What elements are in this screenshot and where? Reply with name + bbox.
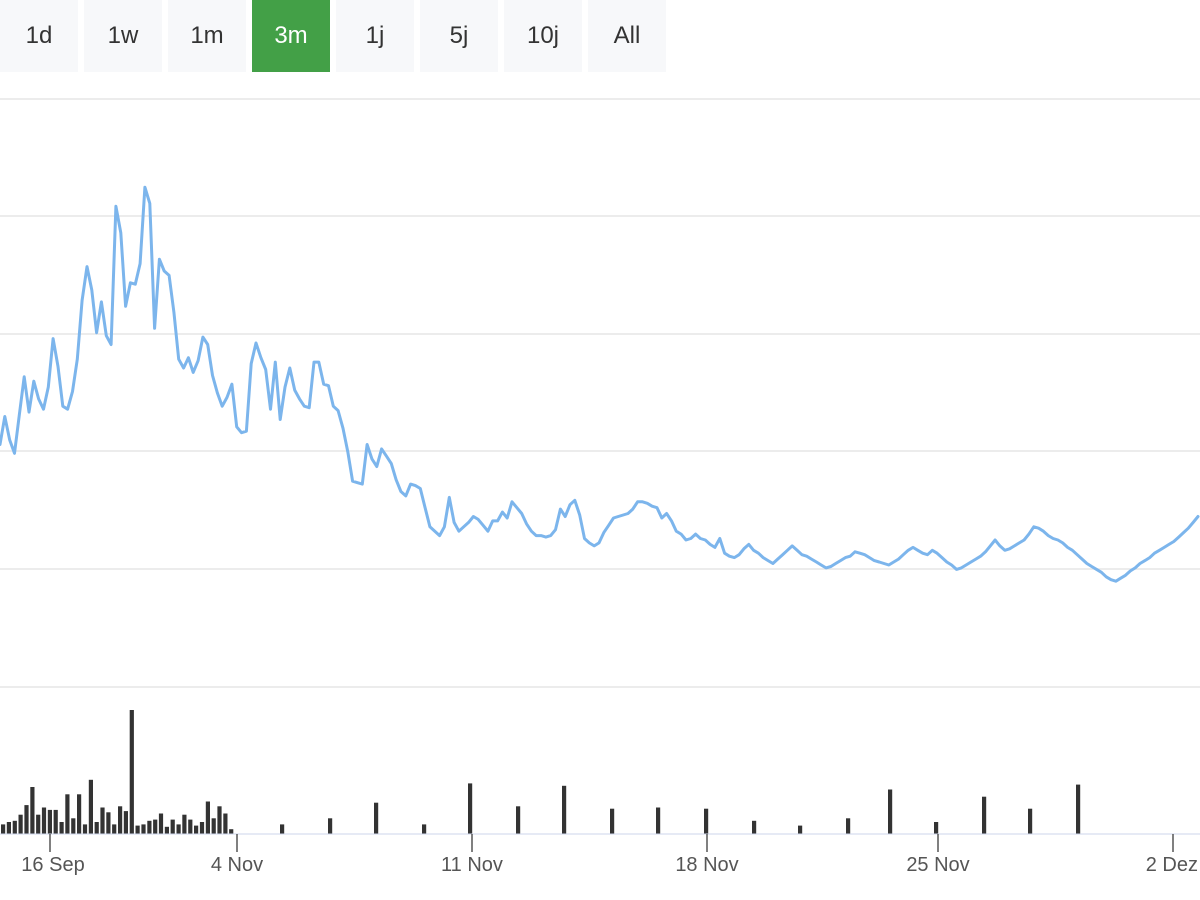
volume-bar	[328, 818, 333, 834]
volume-bar	[516, 806, 521, 834]
volume-bar	[24, 805, 29, 834]
volume-bar	[53, 809, 58, 834]
volume-bar	[182, 814, 187, 834]
volume-bar	[170, 819, 175, 834]
volume-bar	[846, 818, 851, 834]
volume-bar	[112, 824, 117, 834]
volume-bar	[205, 801, 210, 834]
range-selector: 1d 1w 1m 3m 1j 5j 10j All	[0, 0, 672, 72]
volume-bar	[82, 824, 88, 834]
volume-bar	[1076, 784, 1081, 834]
volume-bar	[934, 822, 939, 834]
volume-bar	[982, 796, 987, 834]
volume-bar	[123, 811, 128, 834]
volume-bar	[100, 807, 105, 834]
x-tick-label-16-sep: 16 Sep	[21, 854, 84, 876]
x-axis: 16 Sep 4 Nov 11 Nov 18 Nov 25 Nov 2 Dez	[0, 833, 1200, 876]
volume-bar	[77, 794, 82, 834]
volume-bar	[6, 822, 11, 834]
volume-bar	[135, 825, 140, 834]
volume-bar	[106, 812, 111, 834]
volume-bar	[194, 825, 199, 834]
chart-grid	[0, 98, 1200, 688]
volume-bar	[88, 779, 93, 834]
volume-bar	[211, 818, 216, 834]
volume-bar	[176, 824, 181, 834]
x-tick-label-11-nov: 11 Nov	[441, 854, 503, 876]
volume-bar	[164, 826, 169, 834]
volume-bar	[422, 824, 427, 834]
volume-bar	[188, 819, 193, 834]
volume-bar	[798, 825, 803, 834]
volume-bar	[656, 807, 661, 834]
volume-bar	[118, 806, 123, 834]
volume-bar	[562, 785, 567, 834]
volume-bar	[229, 829, 234, 834]
range-button-1w[interactable]: 1w	[84, 0, 162, 72]
volume-bar	[30, 787, 35, 834]
volume-bar	[41, 807, 47, 834]
volume-bar	[610, 808, 615, 834]
range-button-5j[interactable]: 5j	[420, 0, 498, 72]
range-button-10j[interactable]: 10j	[504, 0, 582, 72]
x-tick-label-4-nov: 4 Nov	[211, 854, 263, 876]
range-button-1d[interactable]: 1d	[0, 0, 78, 72]
range-button-all[interactable]: All	[588, 0, 666, 72]
volume-bar	[158, 813, 164, 834]
volume-bar	[468, 783, 473, 834]
volume-bars	[1, 710, 1081, 834]
x-tick-label-25-nov: 25 Nov	[906, 854, 969, 876]
volume-bar	[59, 822, 64, 834]
volume-bar	[374, 802, 379, 834]
volume-bar	[12, 820, 17, 834]
volume-bar	[1028, 808, 1033, 834]
volume-bar	[280, 824, 285, 834]
volume-bar	[36, 814, 41, 834]
volume-bar	[888, 789, 893, 834]
volume-bar	[752, 820, 757, 834]
volume-bar	[129, 710, 134, 834]
range-button-1j[interactable]: 1j	[336, 0, 414, 72]
volume-bar	[18, 814, 23, 834]
volume-bar	[71, 818, 76, 834]
volume-bar	[47, 809, 52, 834]
volume-bar	[141, 824, 146, 834]
volume-bar	[1, 824, 6, 834]
volume-bar	[147, 820, 152, 834]
volume-bar	[94, 822, 99, 834]
volume-bar	[217, 806, 222, 834]
volume-bar	[199, 822, 205, 834]
price-line	[0, 185, 1200, 583]
volume-bar	[704, 808, 709, 834]
x-tick-label-18-nov: 18 Nov	[675, 854, 738, 876]
volume-bar	[223, 813, 228, 834]
range-button-3m[interactable]: 3m	[252, 0, 330, 72]
range-button-1m[interactable]: 1m	[168, 0, 246, 72]
volume-bar	[65, 794, 70, 834]
volume-bar	[153, 819, 158, 834]
x-tick-label-2-dez: 2 Dez	[1146, 854, 1198, 876]
